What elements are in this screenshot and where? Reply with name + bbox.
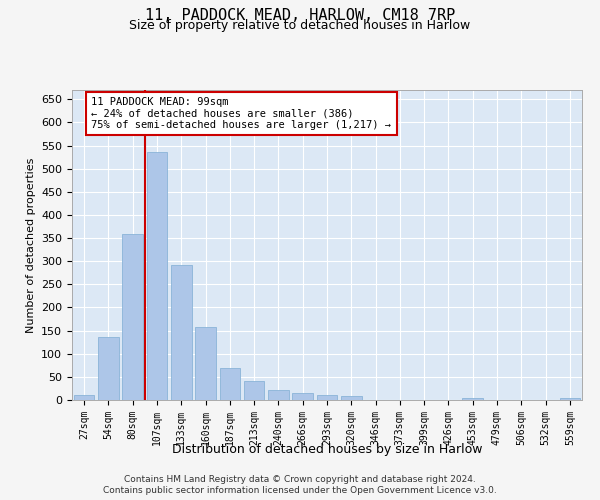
Text: 11 PADDOCK MEAD: 99sqm
← 24% of detached houses are smaller (386)
75% of semi-de: 11 PADDOCK MEAD: 99sqm ← 24% of detached… [91, 97, 391, 130]
Bar [195, 328, 216, 400]
Bar [463, 398, 483, 400]
Text: Contains HM Land Registry data © Crown copyright and database right 2024.: Contains HM Land Registry data © Crown c… [124, 475, 476, 484]
Text: Distribution of detached houses by size in Harlow: Distribution of detached houses by size … [172, 442, 482, 456]
Bar [171, 266, 191, 400]
Text: 11, PADDOCK MEAD, HARLOW, CM18 7RP: 11, PADDOCK MEAD, HARLOW, CM18 7RP [145, 8, 455, 22]
Bar [74, 395, 94, 400]
Bar [220, 368, 240, 400]
Bar [268, 390, 289, 400]
Bar [317, 395, 337, 400]
Bar [244, 382, 265, 400]
Y-axis label: Number of detached properties: Number of detached properties [26, 158, 35, 332]
Bar [122, 234, 143, 400]
Bar [292, 393, 313, 400]
Bar [341, 396, 362, 400]
Bar [98, 337, 119, 400]
Bar [560, 398, 580, 400]
Text: Contains public sector information licensed under the Open Government Licence v3: Contains public sector information licen… [103, 486, 497, 495]
Text: Size of property relative to detached houses in Harlow: Size of property relative to detached ho… [130, 19, 470, 32]
Bar [146, 152, 167, 400]
